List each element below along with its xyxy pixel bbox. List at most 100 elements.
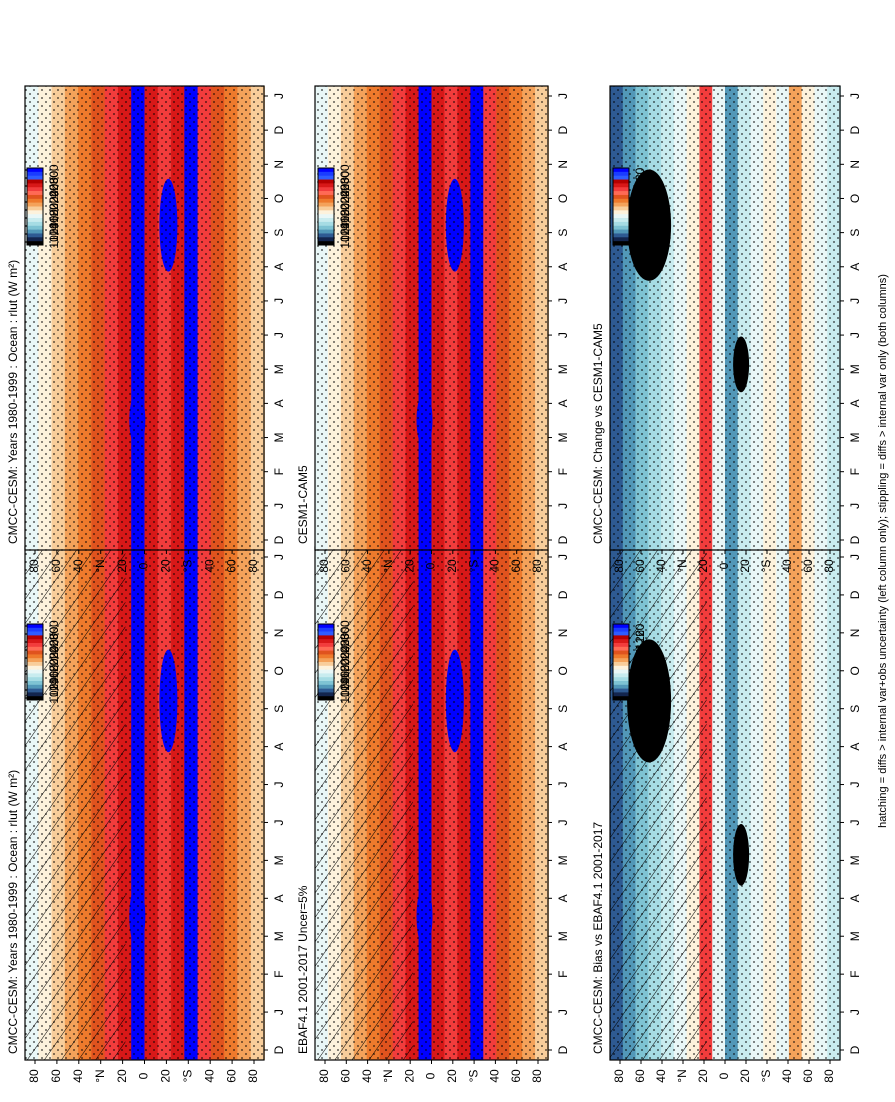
colorbar-cell [613,639,629,644]
lat-label: 40 [71,1069,85,1083]
lat-label: 0 [717,1072,731,1079]
lat-label: °S [180,560,194,573]
colorbar-cell [318,225,334,230]
lat-label: °N [93,1069,107,1082]
month-label: S [272,229,286,237]
month-label: S [848,229,862,237]
colorbar-cell [318,191,334,196]
lat-label: 60 [633,559,647,573]
colorbar-label: 180 [338,658,352,678]
colorbar-cell [27,688,43,693]
colorbar-cell [318,643,334,648]
month-label: A [272,894,286,902]
month-label: J [272,554,286,560]
lat-label: 80 [317,1069,331,1083]
colorbar-frame [612,623,630,701]
month-label: A [272,743,286,751]
panel-title: EBAF4.1 2001-2017 Uncer=5% [296,885,310,1054]
colorbar-cell [613,696,629,701]
month-label: D [272,535,286,544]
month-label: J [556,1009,570,1015]
lat-label: 80 [530,559,544,573]
lat-label: 0 [424,562,438,569]
colorbar-cell [318,624,334,629]
colorbar-frame [26,623,44,701]
colorbar-cell [318,665,334,670]
month-label: J [848,819,862,825]
lat-label: 60 [338,559,352,573]
lat-label: °N [381,559,395,572]
colorbar-label: 280 [47,171,61,191]
lat-label: 40 [360,559,374,573]
colorbar-cell [318,669,334,674]
colorbar-cell [27,631,43,636]
month-label: A [848,263,862,271]
colorbar-cell [27,681,43,686]
colorbar-cell [27,684,43,689]
lat-label: 60 [224,559,238,573]
colorbar-cell [27,646,43,651]
month-label: M [556,855,570,865]
lat-label: 20 [159,1069,173,1083]
colorbar-cell [318,658,334,663]
colorbar-label: 4 [633,652,647,659]
colorbar-cell [27,171,43,176]
lat-label: 40 [654,1069,668,1083]
month-label: F [556,970,570,977]
colorbar-cell [318,202,334,207]
lat-label: °N [93,559,107,572]
month-label: J [556,298,570,304]
colorbar-cell [318,168,334,173]
colorbar-label: 140 [47,671,61,691]
month-label: F [556,468,570,475]
month-label: M [848,855,862,865]
lat-label: °S [466,1070,480,1083]
month-label: S [272,705,286,713]
colorbar-label: 0 [633,203,647,210]
lat-label: 20 [738,559,752,573]
month-label: N [272,160,286,169]
colorbar-cell [27,175,43,180]
colorbar-label: 160 [47,209,61,229]
month-label: M [556,364,570,374]
colorbar-label: 220 [338,190,352,210]
month-label: F [848,468,862,475]
colorbar-label: 240 [338,183,352,203]
colorbar-label: 300 [338,620,352,640]
month-label: M [556,931,570,941]
colorbar-label: 220 [47,190,61,210]
colorbar-frame [317,167,335,246]
month-label: D [848,125,862,134]
colorbar-cell [613,627,629,632]
colorbar-cell [318,662,334,667]
colorbar-cell [27,241,43,246]
colorbar-cell [613,206,629,211]
lat-label: 20 [159,559,173,573]
lat-label: °N [675,1069,689,1082]
colorbar-cell [318,650,334,655]
colorbar-cell [613,681,629,686]
lat-label: 80 [612,559,626,573]
colorbar-cell [318,221,334,227]
colorbar-cell [27,194,43,200]
colorbar-cell [318,639,334,644]
colorbar-cell [613,631,629,636]
colorbar-cell [613,237,629,242]
month-label: O [272,666,286,675]
month-label: A [556,743,570,751]
colorbar-label: 260 [47,633,61,653]
colorbar-label: 160 [338,209,352,229]
lat-label: 60 [801,1069,815,1083]
colorbar-cell [318,635,334,640]
colorbar-cell [613,241,629,246]
lat-label: 20 [445,1069,459,1083]
lat-label: 20 [738,1069,752,1083]
colorbar-frame [26,167,44,246]
lat-label: 20 [696,559,710,573]
